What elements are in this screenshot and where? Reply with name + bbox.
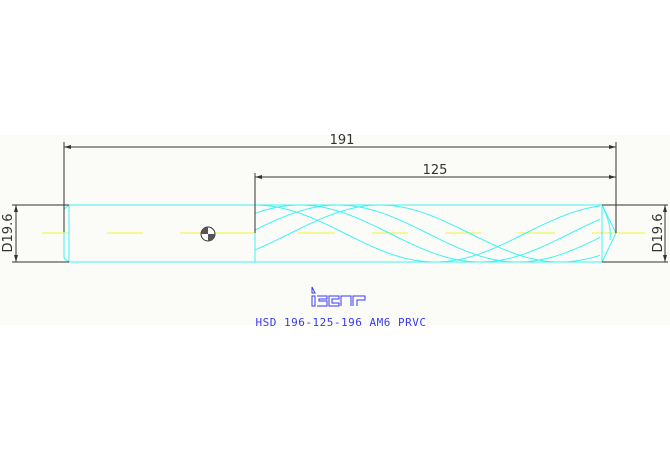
drill-shank: [63, 204, 256, 263]
part-number-caption: HSD 196-125-196 AM6 PRVC: [256, 316, 427, 329]
center-mark-icon: [200, 226, 216, 242]
flute-edge: [255, 204, 601, 263]
dimension-191-label: 191: [330, 133, 355, 148]
flute-edge: [254, 204, 601, 263]
dimension-125-label: 125: [423, 163, 448, 178]
dimension-right-diameter-label: D19.6: [651, 214, 666, 253]
iscar-logo: [311, 286, 366, 307]
flute-edge: [254, 204, 601, 263]
drill-flutes: [254, 204, 603, 263]
dimension-flute-length: 125: [254, 163, 616, 233]
flute-edge: [254, 204, 601, 263]
dimension-left-diameter-label: D19.6: [1, 214, 16, 253]
dimension-shank-diameter: D19.6: [1, 204, 69, 263]
drawing-area: [0, 135, 670, 325]
dimension-tip-diameter: D19.6: [602, 204, 668, 263]
dimension-overall-length: 191: [63, 133, 617, 233]
